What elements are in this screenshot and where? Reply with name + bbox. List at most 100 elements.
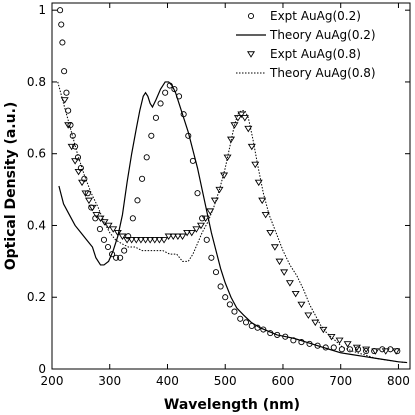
- y-tick-label: 0: [38, 362, 46, 376]
- data-point: [194, 190, 201, 197]
- data-point: [217, 283, 224, 290]
- data-point: [244, 125, 253, 133]
- data-point: [84, 197, 93, 205]
- legend-label: Theory AuAg(0.8): [269, 66, 376, 80]
- data-point: [121, 247, 128, 254]
- data-point: [354, 346, 362, 353]
- series-layer: [57, 7, 408, 364]
- legend-item: Theory AuAg(0.8): [236, 66, 376, 80]
- data-point: [392, 348, 401, 355]
- series-2: [58, 81, 408, 364]
- y-tick-label: 0.4: [27, 218, 46, 232]
- legend-label: Expt AuAg(0.8): [270, 47, 361, 61]
- y-tick-label: 0.6: [27, 147, 46, 161]
- data-point: [210, 197, 219, 205]
- data-point: [196, 222, 205, 230]
- data-point: [212, 269, 220, 276]
- data-point: [58, 21, 65, 28]
- x-tick-label: 300: [98, 374, 121, 388]
- data-point: [134, 197, 141, 204]
- data-point: [164, 233, 173, 240]
- y-axis-label: Optical Density (a.u.): [3, 102, 19, 271]
- data-point: [203, 236, 210, 243]
- data-point: [136, 237, 145, 244]
- data-point: [275, 258, 284, 266]
- data-point: [157, 100, 164, 107]
- x-axis-label: Wavelength (nm): [164, 397, 300, 413]
- data-point: [319, 326, 328, 334]
- y-axis: 0 0.2 0.4 0.6 0.8 1: [27, 3, 410, 376]
- y-tick-label: 0.2: [27, 290, 46, 304]
- data-point: [222, 294, 229, 301]
- data-point: [381, 348, 390, 355]
- data-point: [346, 346, 353, 353]
- data-point: [266, 229, 275, 237]
- x-tick-label: 800: [387, 374, 410, 388]
- data-point: [304, 312, 313, 319]
- legend-symbol: [246, 51, 256, 58]
- data-point: [254, 179, 263, 187]
- data-point: [117, 254, 124, 261]
- legend-item: Expt AuAg(0.2): [247, 9, 361, 23]
- data-point: [192, 226, 201, 233]
- data-point: [113, 229, 122, 237]
- data-point: [155, 237, 164, 244]
- data-point: [92, 212, 101, 219]
- data-point: [183, 229, 192, 237]
- data-point: [173, 233, 182, 240]
- data-point: [74, 168, 83, 176]
- x-tick-label: 400: [156, 374, 179, 388]
- data-point: [330, 344, 337, 351]
- legend-item: Expt AuAg(0.8): [246, 47, 361, 61]
- data-point: [371, 348, 380, 355]
- data-point: [71, 158, 80, 165]
- data-point: [113, 254, 120, 261]
- data-point: [335, 337, 344, 345]
- data-point: [226, 136, 236, 144]
- data-point: [78, 179, 87, 187]
- data-point: [258, 197, 267, 205]
- y-tick-label: 0.8: [27, 75, 46, 89]
- data-point: [215, 186, 224, 194]
- x-tick-label: 200: [41, 374, 64, 388]
- data-point: [100, 219, 109, 226]
- data-point: [65, 107, 72, 114]
- y-tick-label: 1: [38, 3, 46, 17]
- data-point: [311, 319, 320, 327]
- data-point: [109, 226, 118, 233]
- data-point: [178, 233, 187, 240]
- data-point: [260, 326, 267, 333]
- data-point: [270, 244, 279, 251]
- data-point: [129, 215, 136, 222]
- data-point: [139, 175, 146, 182]
- data-point: [240, 115, 249, 122]
- data-point: [63, 89, 70, 96]
- legend-label: Theory AuAg(0.2): [269, 28, 376, 42]
- data-point: [363, 348, 370, 355]
- data-point: [160, 237, 169, 244]
- data-point: [247, 143, 256, 151]
- data-point: [187, 229, 196, 237]
- data-point: [100, 236, 108, 243]
- x-tick-label: 500: [214, 374, 237, 388]
- data-point: [352, 344, 361, 352]
- data-point: [104, 243, 112, 251]
- data-point: [297, 301, 306, 309]
- plot-frame: [51, 2, 411, 370]
- data-point: [123, 237, 132, 244]
- data-point: [143, 154, 150, 161]
- data-point: [291, 290, 300, 298]
- data-point: [125, 233, 132, 240]
- data-point: [96, 226, 103, 233]
- data-point: [233, 115, 242, 122]
- data-point: [81, 190, 90, 197]
- data-point: [242, 319, 250, 326]
- data-point: [162, 89, 169, 96]
- data-point: [67, 143, 76, 151]
- data-point: [57, 7, 64, 14]
- data-point: [327, 334, 336, 341]
- data-point: [280, 269, 289, 276]
- data-point: [104, 222, 113, 230]
- x-tick-label: 700: [329, 374, 352, 388]
